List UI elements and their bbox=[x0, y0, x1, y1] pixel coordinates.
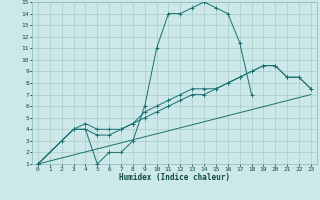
X-axis label: Humidex (Indice chaleur): Humidex (Indice chaleur) bbox=[119, 173, 230, 182]
